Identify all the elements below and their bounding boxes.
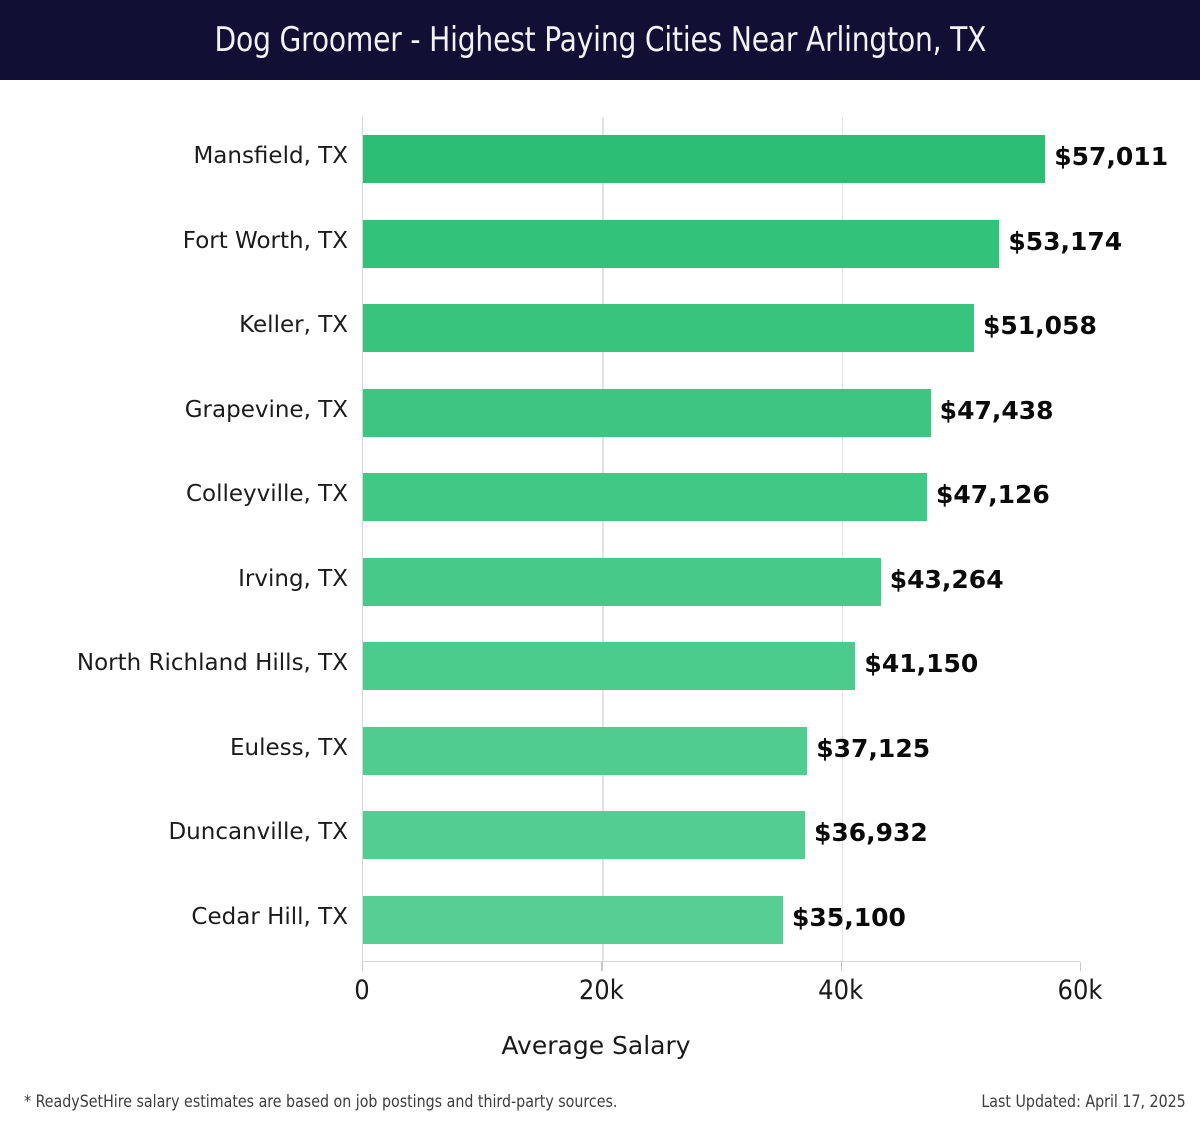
- bar[interactable]: [363, 219, 1000, 268]
- bar[interactable]: [363, 304, 974, 353]
- bar-value-label: $43,264: [889, 564, 1004, 594]
- x-tick-label: 60k: [1057, 975, 1103, 1006]
- bar[interactable]: [363, 135, 1046, 184]
- category-label: Fort Worth, TX: [182, 227, 348, 254]
- chart-title-bar: Dog Groomer - Highest Paying Cities Near…: [0, 0, 1200, 80]
- footer-disclaimer: * ReadySetHire salary estimates are base…: [24, 1092, 618, 1112]
- bar[interactable]: [363, 473, 927, 522]
- bar-value-label: $53,174: [1008, 226, 1123, 256]
- x-tick-mark: [1080, 962, 1082, 971]
- category-label: Duncanville, TX: [168, 819, 348, 846]
- category-label: Euless, TX: [229, 734, 348, 761]
- gridline-40000: [841, 117, 844, 961]
- bar[interactable]: [363, 388, 931, 437]
- category-label: North Richland Hills, TX: [76, 650, 348, 677]
- bar-value-label: $51,058: [982, 311, 1097, 341]
- bar[interactable]: [363, 895, 784, 944]
- category-label: Keller, TX: [239, 312, 348, 339]
- category-label: Mansfield, TX: [193, 143, 348, 170]
- bar-value-label: $36,932: [813, 818, 928, 848]
- bar[interactable]: [363, 557, 881, 606]
- footer-last-updated: Last Updated: April 17, 2025: [981, 1092, 1186, 1112]
- x-tick-label: 40k: [818, 975, 864, 1006]
- x-tick-mark: [840, 962, 843, 971]
- gridline-20000: [602, 117, 604, 961]
- bar-value-label: $57,011: [1054, 142, 1169, 172]
- x-tick-mark: [601, 962, 603, 971]
- category-label: Cedar Hill, TX: [191, 903, 348, 930]
- page-title: Dog Groomer - Highest Paying Cities Near…: [214, 20, 986, 60]
- bar-value-label: $47,126: [935, 480, 1050, 510]
- plot-area: [362, 117, 1080, 962]
- bar-value-label: $37,125: [816, 733, 931, 763]
- x-tick-mark: [362, 962, 364, 971]
- x-tick-label: 0: [354, 975, 370, 1006]
- bar-value-label: $35,100: [792, 902, 906, 932]
- bar[interactable]: [363, 726, 808, 775]
- category-label: Irving, TX: [238, 565, 348, 592]
- x-axis-title-text: Average Salary: [501, 1031, 691, 1060]
- x-axis-title: Average Salary: [0, 1031, 1200, 1060]
- bar-value-label: $41,150: [864, 649, 979, 679]
- footer: * ReadySetHire salary estimates are base…: [0, 1092, 1200, 1140]
- bar[interactable]: [363, 811, 805, 860]
- category-label: Colleyville, TX: [185, 481, 348, 508]
- x-tick-label: 20k: [578, 975, 624, 1006]
- bar-value-label: $47,438: [939, 395, 1054, 425]
- category-label: Grapevine, TX: [184, 396, 348, 423]
- bar[interactable]: [363, 642, 856, 691]
